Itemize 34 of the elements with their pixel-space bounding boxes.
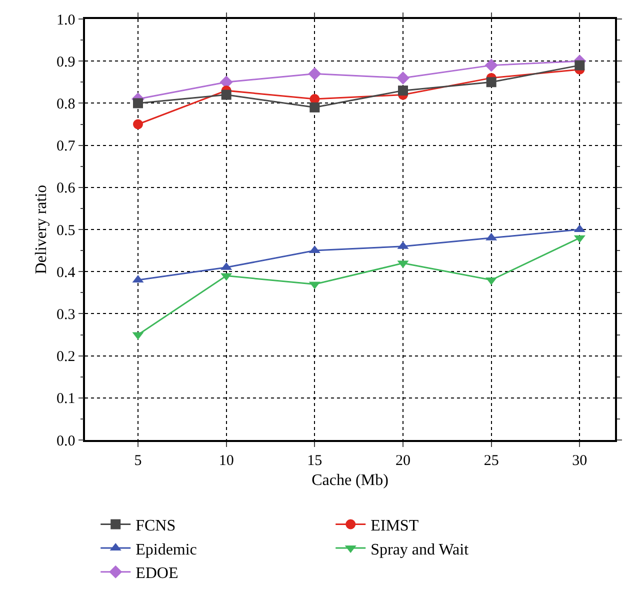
x-tick-label: 20 [396, 452, 410, 469]
y-tick-label: 0.0 [56, 433, 76, 450]
y-tick-label: 0.5 [56, 222, 76, 239]
point [398, 86, 408, 96]
legend-label: Epidemic [136, 541, 197, 558]
point [486, 77, 496, 88]
y-tick-label: 0.3 [56, 306, 76, 323]
point [133, 119, 143, 130]
point [221, 90, 232, 100]
y-tick-label: 0.7 [56, 138, 76, 155]
point [310, 102, 320, 112]
x-tick-label: 15 [307, 452, 322, 469]
x-tick-label: 25 [484, 452, 499, 469]
y-axis-title: Delivery ratio [32, 184, 50, 274]
legend-label: EIMST [370, 518, 419, 534]
legend-label: Spray and Wait [370, 541, 470, 558]
x-tick-label: 10 [218, 452, 234, 469]
point [308, 67, 322, 80]
y-tick-label: 0.1 [56, 391, 76, 408]
point [396, 71, 410, 84]
y-tick-label: 0.4 [56, 264, 76, 281]
y-tick-label: 0.8 [56, 96, 76, 112]
x-axis-title: Cache (Mb) [312, 472, 388, 489]
legend-label: EDOE [136, 565, 178, 582]
x-tick-label: 5 [134, 452, 142, 469]
point [574, 60, 585, 70]
y-tick-label: 0.9 [56, 54, 76, 70]
y-tick-label: 1.0 [56, 12, 76, 28]
y-tick-label: 0.6 [56, 180, 76, 197]
x-tick-label: 30 [572, 452, 588, 469]
legend-label: FCNS [136, 518, 176, 534]
point [133, 98, 143, 108]
y-tick-label: 0.2 [56, 349, 76, 366]
point [484, 58, 498, 72]
